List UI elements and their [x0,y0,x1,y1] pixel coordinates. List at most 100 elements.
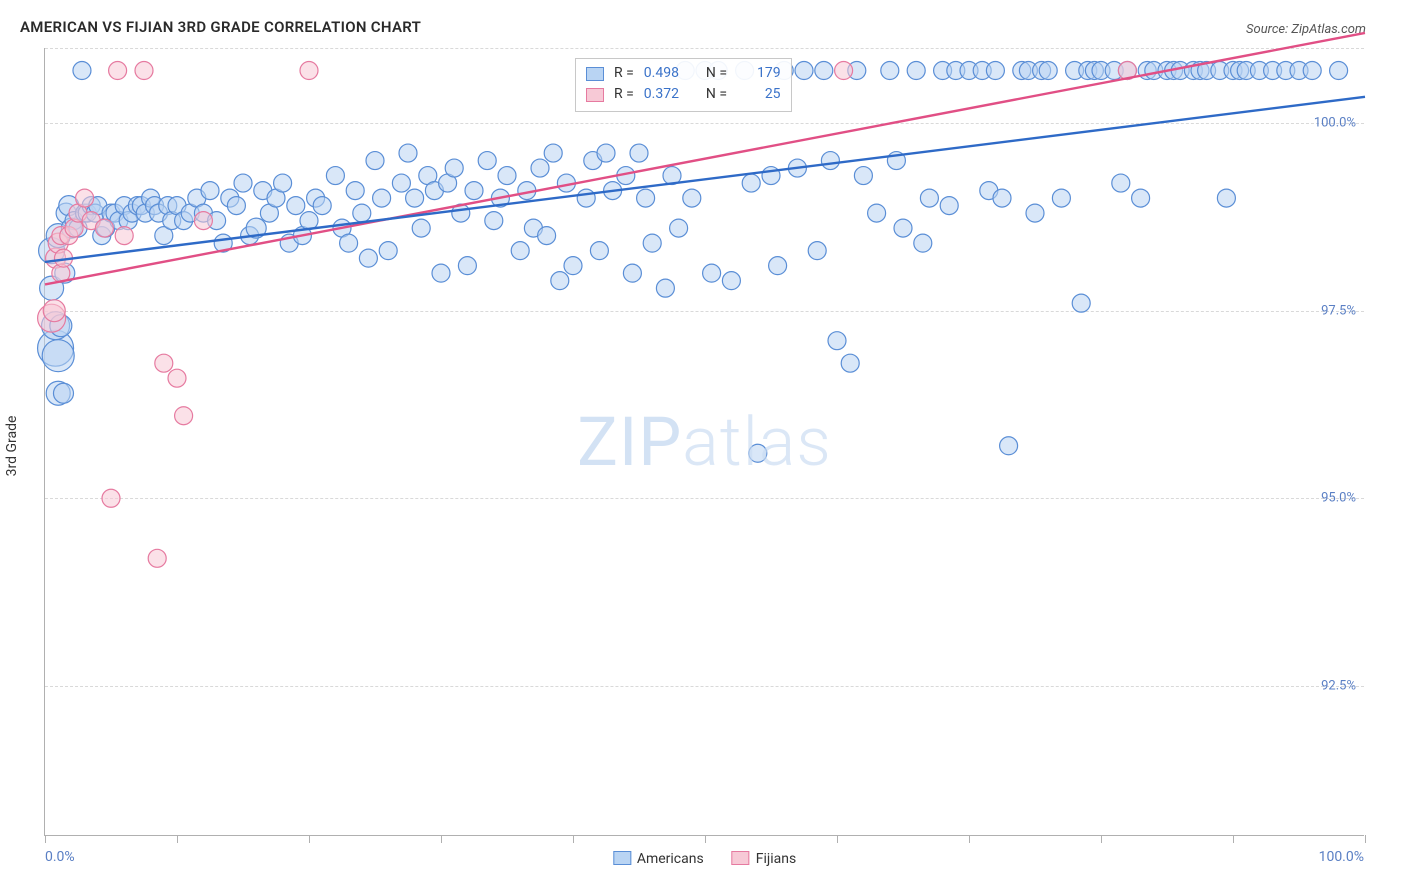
americans-point [544,144,562,162]
americans-point [1303,62,1321,80]
americans-point [538,227,556,245]
americans-point [1039,62,1057,80]
americans-point [630,144,648,162]
correlation-legend: R =0.498 N = 179R =0.372 N = 25 [575,58,792,112]
legend-swatch [732,851,750,865]
fijians-point [175,407,193,425]
americans-point [1072,294,1090,312]
americans-point [406,189,424,207]
americans-point [399,144,417,162]
americans-point [392,174,410,192]
fijians-point [148,549,166,567]
americans-point [485,212,503,230]
americans-point [373,189,391,207]
americans-point [1026,204,1044,222]
x-tick [573,835,574,843]
americans-point [432,264,450,282]
x-tick [1101,835,1102,843]
r-label: R = [614,63,634,84]
americans-point [868,204,886,222]
americans-point [551,272,569,290]
fijians-point [109,62,127,80]
americans-point [353,204,371,222]
fijians-point [43,300,65,322]
americans-point [366,152,384,170]
americans-point [287,197,305,215]
americans-point [749,444,767,462]
americans-point [881,62,899,80]
legend-swatch [613,851,631,865]
americans-point [1052,189,1070,207]
chart-title: AMERICAN VS FIJIAN 3RD GRADE CORRELATION… [20,18,421,36]
americans-point [1330,62,1348,80]
americans-point [465,182,483,200]
americans-point [42,340,74,372]
americans-point [940,197,958,215]
fijians-point [135,62,153,80]
americans-point [597,144,615,162]
americans-point [656,279,674,297]
r-value: 0.372 [644,84,679,105]
series-legend: Americans Fijians [613,851,796,867]
americans-point [795,62,813,80]
americans-point [577,189,595,207]
legend-swatch [586,88,604,102]
americans-point [445,159,463,177]
fijians-point [115,227,133,245]
americans-point [643,234,661,252]
x-tick [1233,835,1234,843]
fijians-point [168,369,186,387]
americans-point [914,234,932,252]
americans-point [703,264,721,282]
x-axis-min-label: 0.0% [45,849,75,865]
fijians-point [76,189,94,207]
y-axis-label: 3rd Grade [4,416,20,477]
x-tick [309,835,310,843]
legend-item: Americans [613,851,704,867]
americans-point [201,182,219,200]
americans-point [498,167,516,185]
fijians-point [95,219,113,237]
fijians-point [155,354,173,372]
americans-point [531,159,549,177]
x-tick [177,835,178,843]
americans-point [313,197,331,215]
americans-point [359,249,377,267]
americans-point [894,219,912,237]
x-tick [969,835,970,843]
americans-point [637,189,655,207]
americans-point [993,189,1011,207]
americans-point [683,189,701,207]
americans-point [379,242,397,260]
americans-point [920,189,938,207]
americans-point [73,62,91,80]
americans-point [346,182,364,200]
americans-point [458,257,476,275]
americans-point [742,174,760,192]
fijians-point [102,489,120,507]
americans-point [815,62,833,80]
legend-row: R =0.372 N = 25 [586,84,781,105]
n-label: N = [706,63,727,84]
legend-item: Fijians [732,851,796,867]
r-value: 0.498 [644,63,679,84]
americans-point [623,264,641,282]
americans-point [821,152,839,170]
americans-point [1112,174,1130,192]
x-axis-max-label: 100.0% [1319,849,1364,865]
americans-point [1217,189,1235,207]
americans-point [1132,189,1150,207]
americans-point [511,242,529,260]
legend-row: R =0.498 N = 179 [586,63,781,84]
americans-point [854,167,872,185]
americans-point [564,257,582,275]
x-tick [45,835,46,843]
americans-point [769,257,787,275]
americans-point [670,219,688,237]
x-tick [1365,835,1366,843]
x-tick [441,835,442,843]
fijians-point [194,212,212,230]
americans-point [53,383,73,403]
n-label: N = [706,84,727,105]
americans-point [590,242,608,260]
